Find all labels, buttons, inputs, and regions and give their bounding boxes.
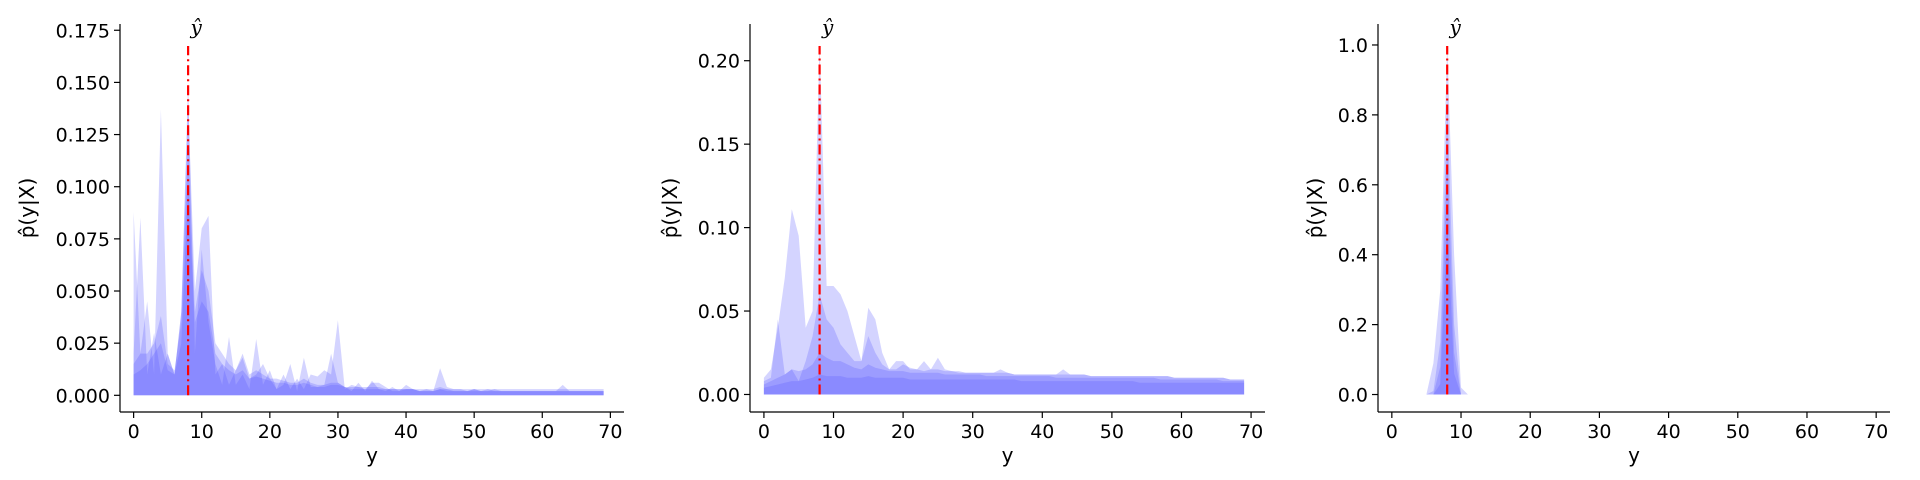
distribution-area-4 (763, 374, 1245, 395)
chart-panel-2: 0 10 20 30 40 50 60 70 0.00 0.05 0.10 0.15 0.20 y p̂(y… (658, 15, 1265, 467)
distribution-area-3 (133, 145, 604, 396)
x-tick-label: 50 (462, 421, 486, 443)
y-tick-label: 0.175 (56, 20, 110, 42)
x-tick-label: 70 (598, 421, 622, 443)
x-tick-label: 0 (128, 421, 140, 443)
distribution-area-2 (763, 294, 1245, 395)
x-tick-label: 0 (1386, 421, 1398, 443)
prediction-marker-label: ŷ (189, 15, 202, 39)
x-tick-label: 40 (1030, 421, 1054, 443)
distribution-area-1 (763, 44, 1245, 395)
y-tick-label: 0.05 (698, 301, 740, 323)
y-tick-label: 0.050 (56, 281, 110, 303)
y-tick-label: 0.150 (56, 72, 110, 94)
x-tick-label: 20 (1518, 421, 1542, 443)
distribution-area-4 (1391, 219, 1870, 395)
y-tick-label: 0.000 (56, 385, 110, 407)
prediction-marker-label: ŷ (1449, 15, 1462, 39)
x-tick-label: 40 (1657, 421, 1681, 443)
x-tick-label: 50 (1726, 421, 1750, 443)
x-tick-label: 60 (1795, 421, 1819, 443)
distribution-area-2 (1391, 97, 1870, 395)
distribution-area-4 (133, 186, 604, 396)
x-tick-label: 60 (1169, 421, 1193, 443)
y-tick-label: 0.125 (56, 125, 110, 147)
x-tick-label: 10 (190, 421, 214, 443)
distribution-area-3 (763, 352, 1245, 395)
y-tick-label: 0.8 (1338, 105, 1368, 127)
chart-panel-1: 0 10 20 30 40 50 60 70 0.000 0.025 0.050 0.075 0.100… (15, 15, 624, 467)
x-tick-label: 10 (1449, 421, 1473, 443)
x-tick-label: 30 (961, 421, 985, 443)
x-tick-label: 60 (530, 421, 554, 443)
x-tick-label: 40 (394, 421, 418, 443)
chart-panel-3: 0 10 20 30 40 50 60 70 0.0 0.2 0.4 0.6 0.8 1.0 y p̂(y|X… (1303, 15, 1890, 467)
x-axis-label: y (366, 443, 378, 467)
y-tick-label: 0.20 (698, 51, 740, 73)
y-tick-label: 1.0 (1338, 35, 1368, 57)
y-axis-label: p̂(y|X) (1303, 178, 1327, 239)
x-tick-label: 10 (821, 421, 845, 443)
y-tick-label: 0.4 (1338, 245, 1368, 267)
distribution-area-1 (133, 82, 604, 396)
y-tick-label: 0.2 (1338, 315, 1368, 337)
x-tick-label: 20 (258, 421, 282, 443)
x-tick-label: 70 (1239, 421, 1263, 443)
x-tick-label: 0 (758, 421, 770, 443)
x-tick-label: 30 (326, 421, 350, 443)
distribution-area-2 (133, 103, 604, 396)
y-tick-label: 0.0 (1338, 385, 1368, 407)
x-tick-label: 70 (1864, 421, 1888, 443)
x-tick-label: 20 (891, 421, 915, 443)
x-tick-label: 50 (1100, 421, 1124, 443)
y-tick-label: 0.15 (698, 134, 740, 156)
y-tick-label: 0.00 (698, 384, 740, 406)
y-axis-label: p̂(y|X) (15, 178, 39, 239)
distribution-area-1 (1391, 45, 1870, 395)
y-tick-label: 0.100 (56, 177, 110, 199)
x-tick-label: 30 (1587, 421, 1611, 443)
distribution-area-3 (1391, 149, 1870, 395)
x-axis-label: y (1628, 443, 1640, 467)
y-tick-label: 0.025 (56, 333, 110, 355)
y-tick-label: 0.6 (1338, 175, 1368, 197)
x-axis-label: y (1002, 443, 1014, 467)
y-axis-label: p̂(y|X) (658, 178, 682, 239)
y-tick-label: 0.075 (56, 229, 110, 251)
prediction-marker-label: ŷ (821, 15, 834, 39)
y-tick-label: 0.10 (698, 218, 740, 240)
